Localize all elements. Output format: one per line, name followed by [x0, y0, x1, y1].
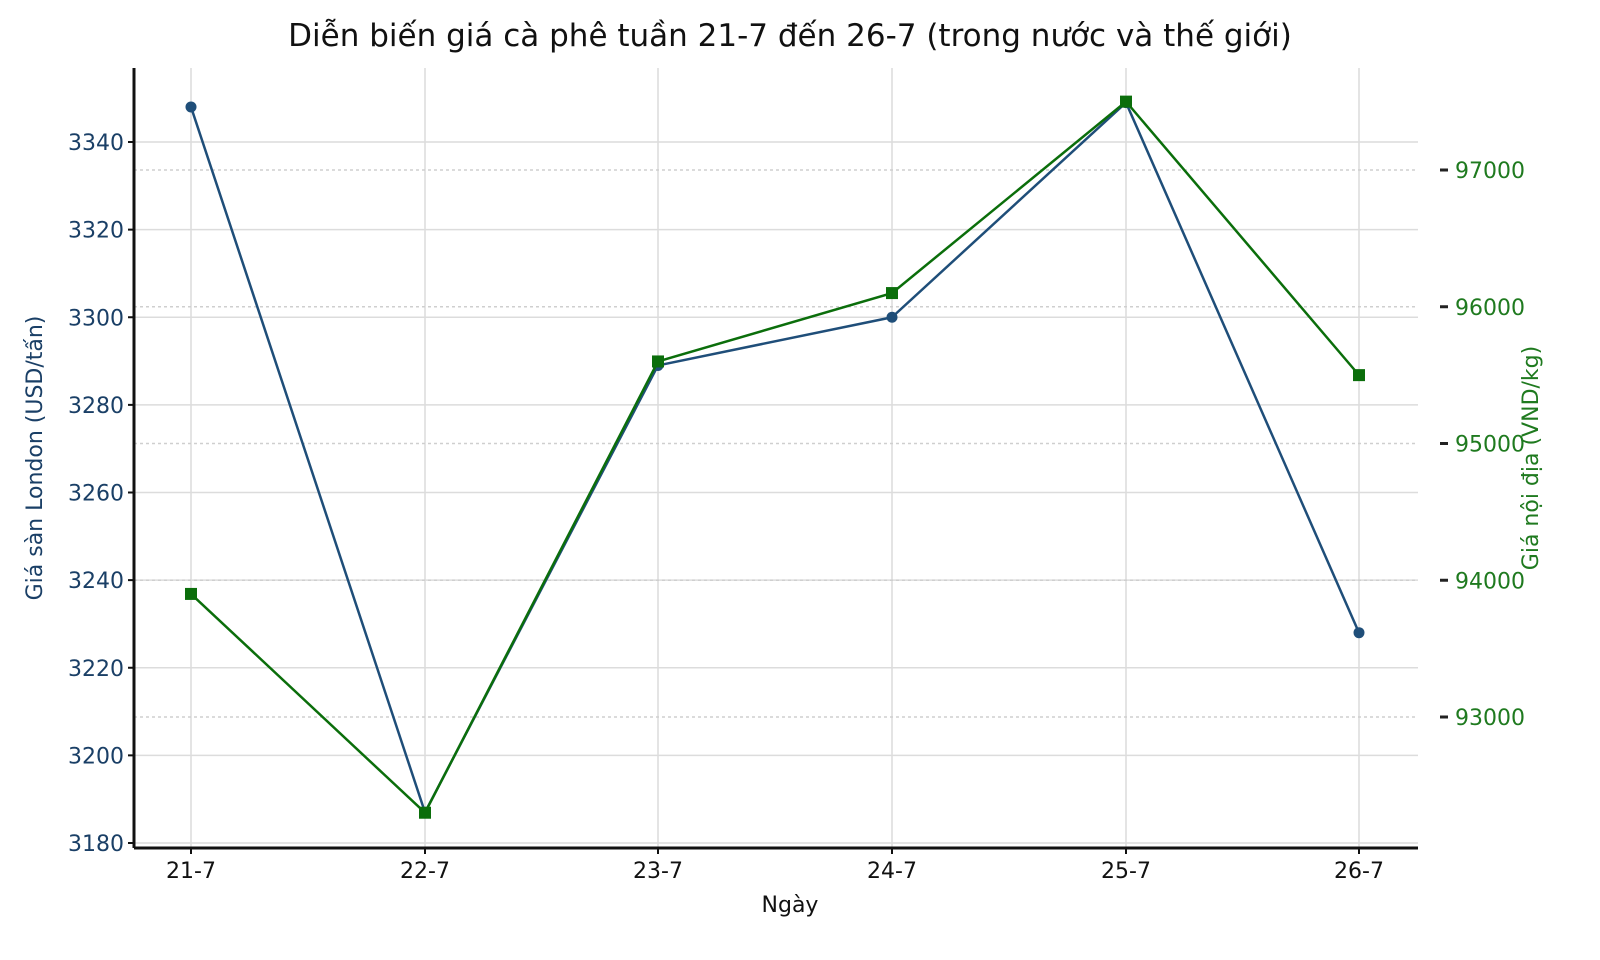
chart-title: Diễn biến giá cà phê tuần 21-7 đến 26-7 …	[288, 18, 1292, 54]
right-tick-label: 94000	[1455, 569, 1525, 594]
left-tick-label: 3220	[68, 657, 124, 682]
x-tick-label: 23-7	[633, 859, 683, 884]
x-axis-ticks: 21-7 22-7 23-7 24-7 25-7 26-7	[166, 848, 1384, 884]
x-tick-label: 22-7	[400, 859, 450, 884]
series-line	[190, 99, 1360, 815]
left-axis-ticks: 3180 3200 3220 3240 3260 3280 3300 3320 3340	[68, 131, 134, 857]
data-point-square	[652, 355, 664, 368]
x-tick-label: 26-7	[1334, 859, 1384, 884]
left-tick-label: 3340	[68, 131, 124, 156]
x-axis-label: Ngày	[762, 893, 819, 918]
data-point-circle	[1353, 627, 1365, 639]
x-tick-label: 24-7	[867, 859, 917, 884]
series-line	[189, 100, 1361, 816]
left-tick-label: 3260	[68, 482, 124, 507]
grid-lines	[134, 68, 1418, 848]
x-tick-label: 21-7	[166, 859, 216, 884]
right-tick-label: 96000	[1455, 296, 1525, 321]
left-tick-label: 3300	[68, 306, 124, 331]
x-tick-label: 25-7	[1101, 859, 1151, 884]
right-tick-label: 97000	[1455, 159, 1525, 184]
left-tick-label: 3240	[68, 569, 124, 594]
left-tick-label: 3320	[68, 219, 124, 244]
right-tick-label: 93000	[1455, 706, 1525, 731]
right-axis-ticks: 93000 94000 95000 96000 97000	[1440, 159, 1525, 731]
data-point-circle	[886, 311, 898, 323]
left-tick-label: 3280	[68, 394, 124, 419]
data-point-square	[886, 287, 898, 300]
left-tick-label: 3180	[68, 832, 124, 857]
data-point-square	[419, 806, 431, 819]
left-tick-label: 3200	[68, 744, 124, 769]
data-point-square	[1120, 95, 1132, 108]
right-tick-label: 95000	[1455, 433, 1525, 458]
axes	[132, 68, 1418, 850]
data-series	[185, 95, 1365, 819]
data-point-square	[185, 587, 197, 600]
left-axis-label: Giá sàn London (USD/tấn)	[23, 316, 48, 601]
right-axis-label: Giá nội địa (VND/kg)	[1519, 346, 1544, 570]
data-point-square	[1353, 369, 1365, 382]
data-point-circle	[185, 101, 197, 113]
